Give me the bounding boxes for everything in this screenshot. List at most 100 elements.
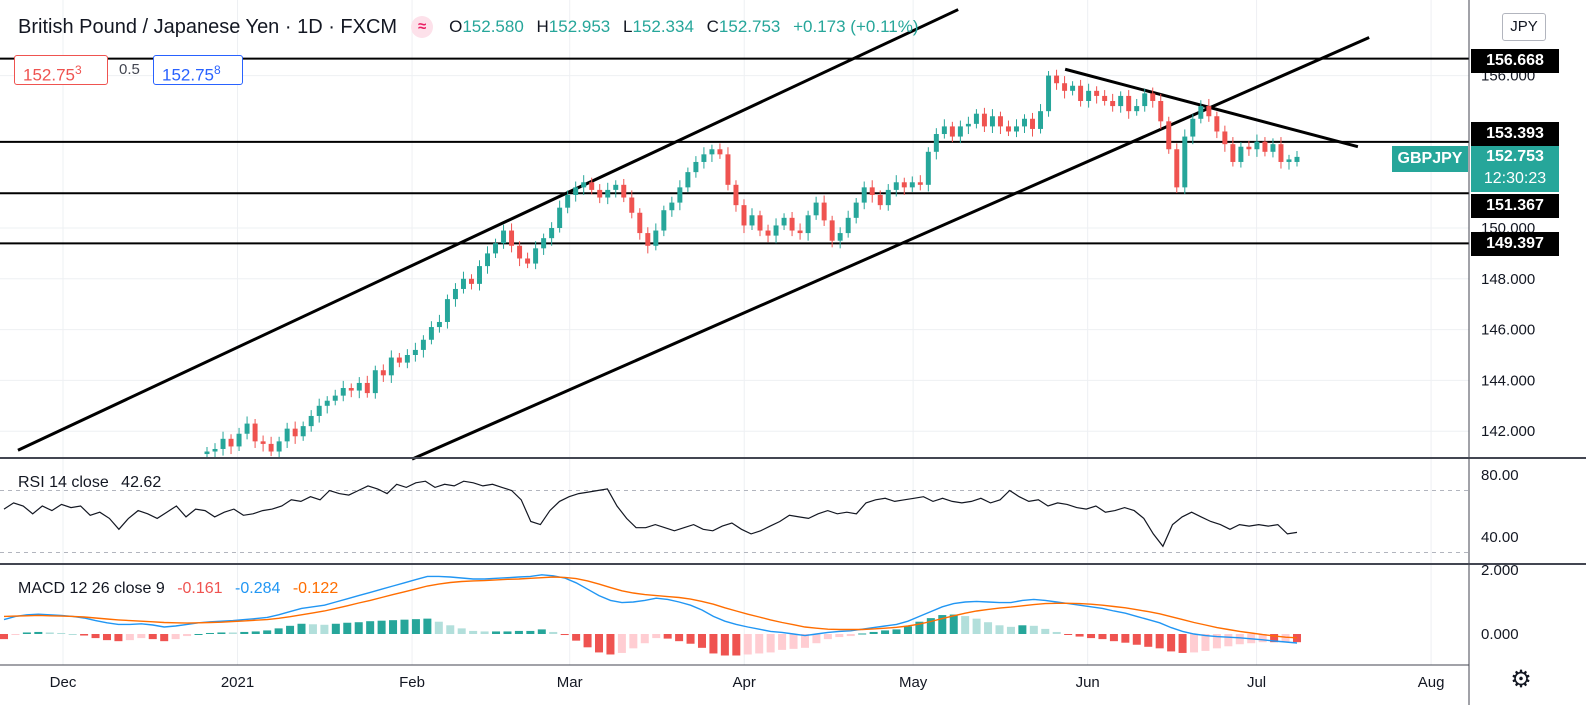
candle-body — [204, 451, 210, 455]
macd-hist-bar — [984, 622, 993, 634]
macd-hist-bar — [560, 634, 569, 636]
candle-body — [869, 187, 875, 195]
candle-body — [605, 189, 611, 198]
sell-button[interactable]: 152.753 — [14, 55, 108, 85]
macd-hist-bar — [469, 630, 478, 634]
macd-hist-bar — [652, 634, 661, 639]
macd-hist-bar — [183, 634, 192, 637]
macd-hist-bar — [526, 630, 535, 634]
emoji-icon[interactable]: ≈ — [411, 16, 434, 38]
candle-body — [444, 299, 450, 322]
price-tick-label: 144.000 — [1481, 372, 1535, 389]
high-value: 152.953 — [548, 17, 611, 36]
macd-hist-bar — [1052, 631, 1061, 634]
candle-body — [757, 215, 763, 231]
candle-body — [1118, 95, 1124, 107]
candle-body — [1222, 131, 1228, 145]
buy-pip: 8 — [214, 63, 221, 77]
candle-body — [460, 278, 466, 289]
rsi-tick-label: 80.00 — [1481, 467, 1519, 484]
candle-body — [677, 187, 683, 203]
candle-body — [653, 230, 659, 246]
candle-body — [669, 202, 675, 211]
candle-body — [741, 205, 747, 226]
candle-body — [805, 215, 811, 234]
macd-hist-bar — [148, 634, 157, 640]
macd-hist-bar — [709, 634, 718, 654]
macd-hist-bar — [343, 622, 352, 634]
candle-body — [396, 357, 402, 363]
candle-body — [428, 327, 434, 340]
macd-hist-bar — [331, 623, 340, 634]
candle-body — [893, 182, 899, 190]
macd-hist-bar — [1270, 634, 1279, 643]
macd-hist-bar — [228, 632, 237, 634]
candle-body — [1214, 116, 1220, 132]
candle-body — [1110, 101, 1116, 107]
time-tick-label: May — [899, 674, 928, 691]
symbol-title[interactable]: British Pound / Japanese Yen · 1D · FXCM — [18, 15, 398, 38]
macd-hist-bar — [0, 634, 9, 640]
candle-body — [292, 428, 298, 437]
buy-price: 152.75 — [162, 65, 214, 85]
candle-body — [276, 441, 282, 452]
candle-body — [1134, 106, 1140, 112]
macd-legend[interactable]: MACD 12 26 close 9 -0.161 -0.284 -0.122 — [18, 580, 338, 598]
candle-body — [501, 230, 507, 244]
macd-hist-bar — [274, 628, 283, 634]
rsi-line — [3, 480, 1298, 548]
candle-body — [1166, 121, 1172, 150]
macd-hist-bar — [400, 619, 409, 634]
candle-body — [412, 349, 418, 355]
candle-body — [436, 321, 442, 328]
macd-hist-bar — [308, 624, 317, 634]
macd-hist-bar — [503, 631, 512, 634]
candle-body — [733, 184, 739, 206]
candle-body — [236, 433, 242, 447]
candle-body — [1078, 85, 1084, 101]
candle-body — [661, 210, 667, 231]
macd-hist-bar — [114, 634, 123, 642]
macd-hist-bar — [766, 634, 775, 653]
candle-body — [404, 355, 410, 363]
macd-hist-bar — [858, 633, 867, 635]
candle-body — [845, 217, 851, 234]
ohlc-values: O152.580 H152.953 L152.334 C152.753 +0.1… — [449, 17, 926, 37]
rsi-legend[interactable]: RSI 14 close 42.62 — [18, 474, 161, 492]
candle-body — [909, 182, 915, 188]
candle-body — [509, 230, 515, 246]
macd-hist-bar — [171, 634, 180, 640]
macd-hist-bar — [572, 634, 581, 641]
candle-body — [581, 182, 587, 188]
buy-button[interactable]: 152.758 — [153, 55, 243, 85]
macd-hist-bar — [686, 634, 695, 644]
candle-body — [789, 217, 795, 231]
candle-body — [709, 149, 715, 155]
candle-body — [1278, 144, 1284, 162]
macd-hist-bar — [846, 634, 855, 637]
macd-hist-bar — [1235, 634, 1244, 645]
currency-button[interactable]: JPY — [1502, 13, 1546, 41]
candle-body — [717, 149, 723, 155]
low-value: 152.334 — [632, 17, 694, 36]
macd-hist-bar — [1018, 625, 1027, 634]
candle-body — [885, 189, 891, 206]
candle-body — [1294, 156, 1300, 162]
macd-hist-bar — [949, 614, 958, 634]
candle-body — [1198, 106, 1204, 119]
candle-body — [517, 245, 523, 259]
price-tick-label: 148.000 — [1481, 271, 1535, 288]
gear-icon[interactable]: ⚙ — [1510, 666, 1532, 693]
candle-body — [1022, 118, 1027, 127]
candle-body — [821, 202, 827, 221]
time-tick-label: Jun — [1076, 674, 1100, 691]
time-tick-label: Dec — [50, 674, 77, 691]
macd-hist-bar — [492, 631, 501, 634]
candle-body — [1190, 118, 1196, 137]
macd-hist-bar — [457, 628, 466, 634]
candle-body — [244, 423, 250, 434]
candle-body — [1262, 141, 1268, 152]
macd-hist-bar — [205, 632, 214, 634]
candle-body — [837, 233, 843, 241]
